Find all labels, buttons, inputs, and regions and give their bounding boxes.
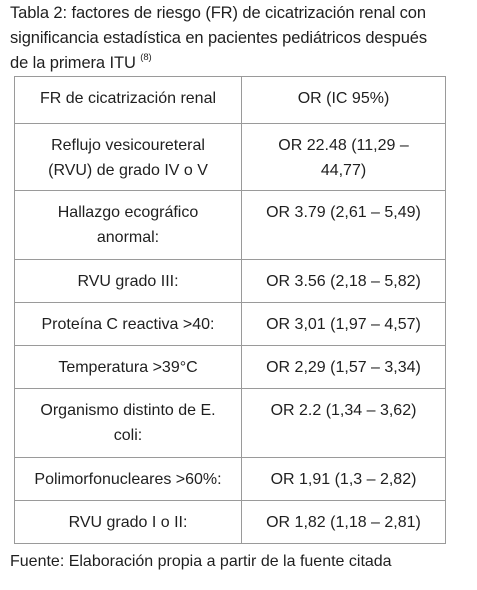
table-row: Reflujo vesicoureteral (RVU) de grado IV … — [14, 123, 446, 191]
factor-cell: Reflujo vesicoureteral (RVU) de grado IV … — [14, 123, 242, 191]
cell-line: OR 1,82 (1,18 – 2,81) — [266, 514, 421, 531]
cell-line: coli: — [113, 427, 143, 444]
risk-factor-table: FR de cicatrización renal OR (IC 95%) Re… — [14, 76, 446, 544]
cell-line: RVU grado III: — [77, 273, 179, 290]
cell-line: anormal: — [96, 229, 160, 246]
table-row: Temperatura >39°C OR 2,29 (1,57 – 3,34) — [14, 345, 446, 389]
cell-line: Organismo distinto de E. — [40, 402, 216, 419]
cell-line: OR 3.56 (2,18 – 5,82) — [266, 273, 421, 290]
or-cell: OR 3.79 (2,61 – 5,49) — [241, 190, 446, 260]
caption-line: Tabla 2: factores de riesgo (FR) de cica… — [10, 4, 426, 22]
cell-line: OR 3.79 (2,61 – 5,49) — [266, 204, 421, 221]
reference-marker: (8) — [140, 51, 152, 63]
header-factor-cell: FR de cicatrización renal — [14, 76, 242, 124]
table-row: Organismo distinto de E. coli: OR 2.2 (1,… — [14, 388, 446, 458]
cell-line: (RVU) de grado IV o V — [48, 162, 208, 179]
cell-line: OR 3,01 (1,97 – 4,57) — [266, 316, 421, 333]
factor-cell: Polimorfonucleares >60%: — [14, 457, 242, 501]
factor-cell: Proteína C reactiva >40: — [14, 302, 242, 346]
caption-line: significancia estadística en pacientes p… — [10, 29, 428, 47]
cell-line: Reflujo vesicoureteral — [51, 137, 205, 154]
cell-line: 44,77) — [320, 162, 367, 179]
cell-line: OR 1,91 (1,3 – 2,82) — [270, 471, 417, 488]
factor-cell: Organismo distinto de E. coli: — [14, 388, 242, 458]
table-row: Hallazgo ecográfico anormal: OR 3.79 (2,6… — [14, 190, 446, 260]
or-cell: OR 2.2 (1,34 – 3,62) — [241, 388, 446, 458]
table-row: Proteína C reactiva >40: OR 3,01 (1,97 –… — [14, 302, 446, 346]
header-or-cell: OR (IC 95%) — [241, 76, 446, 124]
factor-cell: RVU grado III: — [14, 259, 242, 303]
cell-line: OR 2,29 (1,57 – 3,34) — [266, 359, 421, 376]
factor-cell: RVU grado I o II: — [14, 500, 242, 544]
or-cell: OR 2,29 (1,57 – 3,34) — [241, 345, 446, 389]
cell-line: Proteína C reactiva >40: — [41, 316, 215, 333]
source-note: Fuente: Elaboración propia a partir de l… — [10, 553, 392, 570]
table-row: RVU grado III: OR 3.56 (2,18 – 5,82) — [14, 259, 446, 303]
or-cell: OR 22.48 (11,29 – 44,77) — [241, 123, 446, 191]
table-row: RVU grado I o II: OR 1,82 (1,18 – 2,81) — [14, 500, 446, 544]
table-header-row: FR de cicatrización renal OR (IC 95%) — [14, 76, 446, 124]
cell-line: RVU grado I o II: — [68, 514, 188, 531]
table-caption: Tabla 2: factores de riesgo (FR) de cica… — [10, 1, 470, 76]
caption-line-text: de la primera ITU — [10, 54, 136, 72]
cell-line: Hallazgo ecográfico — [57, 204, 199, 221]
or-cell: OR 1,82 (1,18 – 2,81) — [241, 500, 446, 544]
cell-line: OR 22.48 (11,29 – — [278, 137, 409, 154]
factor-cell: Temperatura >39°C — [14, 345, 242, 389]
or-cell: OR 3.56 (2,18 – 5,82) — [241, 259, 446, 303]
caption-line: de la primera ITU (8) — [10, 51, 470, 76]
or-cell: OR 3,01 (1,97 – 4,57) — [241, 302, 446, 346]
factor-cell: Hallazgo ecográfico anormal: — [14, 190, 242, 260]
cell-line: OR 2.2 (1,34 – 3,62) — [270, 402, 417, 419]
cell-line: Polimorfonucleares >60%: — [34, 471, 222, 488]
or-cell: OR 1,91 (1,3 – 2,82) — [241, 457, 446, 501]
table-row: Polimorfonucleares >60%: OR 1,91 (1,3 – … — [14, 457, 446, 501]
cell-line: Temperatura >39°C — [58, 359, 198, 376]
